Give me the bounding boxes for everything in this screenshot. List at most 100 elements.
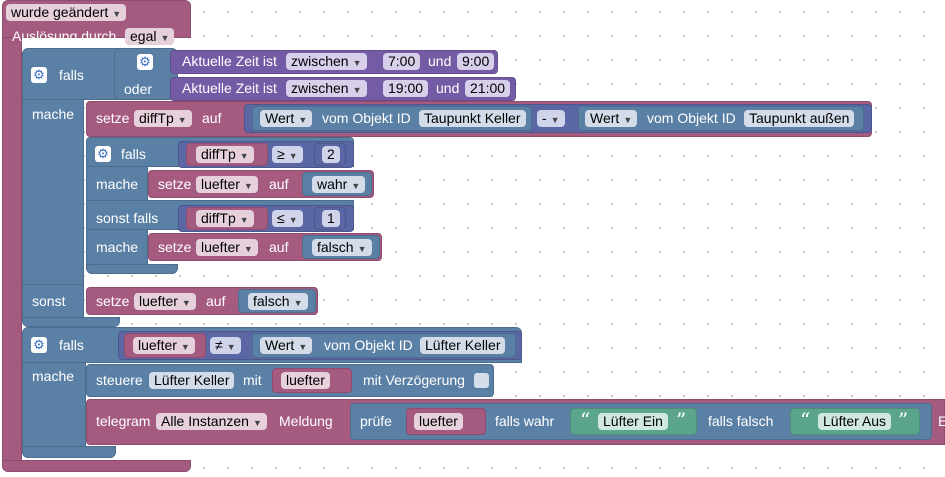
if2-var-dropdown[interactable]: luefter ▼	[133, 337, 195, 354]
set2-var-label: luefter	[201, 239, 240, 255]
if2-op-dropdown[interactable]: ≠ ▼	[210, 337, 241, 354]
else-value-label: falsch	[253, 293, 290, 309]
gear-icon[interactable]: ⚙	[31, 67, 47, 83]
wert1-dropdown[interactable]: Wert ▼	[260, 110, 313, 127]
telegram-var-field[interactable]: luefter	[414, 413, 463, 430]
or-label: oder	[124, 81, 153, 97]
set-difftp-auf-label: auf	[202, 110, 222, 126]
time2-to-input[interactable]: 21:00	[465, 80, 511, 97]
inner-sonst-falls-label: sonst falls	[96, 210, 159, 226]
set2-auf-label: auf	[269, 239, 289, 255]
trigger-block-left-bar	[2, 37, 22, 462]
chevron-down-icon: ▼	[352, 58, 362, 68]
chevron-down-icon: ▼	[298, 115, 308, 125]
chevron-down-icon: ▼	[623, 115, 633, 125]
operator-dropdown[interactable]: - ▼	[537, 110, 565, 127]
time1-from-input[interactable]: 7:00	[383, 53, 421, 70]
cond1-op-dropdown[interactable]: ≥ ▼	[272, 146, 303, 163]
time1-to-input[interactable]: 9:00	[457, 53, 495, 70]
cond1-var-dropdown[interactable]: diffTp ▼	[196, 146, 254, 163]
pruefe-label: prüfe	[360, 413, 392, 429]
if1-mache-label: mache	[32, 106, 75, 122]
meldung-label: Meldung	[279, 413, 333, 429]
falls-wahr-label: falls wahr	[495, 413, 555, 429]
difftp-var-dropdown[interactable]: diffTp ▼	[134, 110, 192, 127]
else-value-dropdown[interactable]: falsch ▼	[248, 293, 308, 310]
object-id-field-2[interactable]: Taupunkt außen	[744, 110, 855, 127]
cond2-var-dropdown[interactable]: diffTp ▼	[196, 210, 254, 227]
else-var-dropdown[interactable]: luefter ▼	[134, 293, 196, 310]
cond2-num-input[interactable]: 1	[322, 210, 340, 227]
cond2-op-dropdown[interactable]: ≤ ▼	[272, 210, 303, 227]
chevron-down-icon: ▼	[293, 298, 303, 308]
true-text-field[interactable]: Lüfter Ein	[598, 413, 668, 430]
chevron-down-icon: ▼	[298, 342, 308, 352]
if2-vom-objekt-label: vom Objekt ID	[324, 337, 413, 353]
cond2-op-label: ≤	[277, 210, 285, 226]
falls-falsch-label: falls falsch	[708, 413, 774, 429]
gear-icon[interactable]: ⚙	[137, 54, 153, 70]
set1-setze-label: setze	[158, 176, 192, 192]
inner-mache-label-2: mache	[96, 239, 139, 255]
time1-op-dropdown[interactable]: zwischen ▼	[286, 53, 367, 70]
false-text-field[interactable]: Lüfter Aus	[818, 413, 892, 430]
cond2-var-label: diffTp	[201, 210, 236, 226]
chevron-down-icon: ▼	[226, 342, 236, 352]
set2-value-dropdown[interactable]: falsch ▼	[312, 239, 372, 256]
chevron-down-icon: ▼	[288, 215, 298, 225]
control-var-field[interactable]: luefter	[281, 372, 330, 389]
telegram-label: telegram	[96, 413, 151, 429]
else-auf-label: auf	[206, 293, 226, 309]
delay-label: mit Verzögerung	[363, 372, 465, 388]
cond1-num-input[interactable]: 2	[322, 146, 340, 163]
vom-objekt-label-2: vom Objekt ID	[647, 110, 736, 126]
time1-op-label: zwischen	[291, 53, 349, 69]
if2-falls-label: falls	[59, 337, 84, 353]
gear-icon[interactable]: ⚙	[95, 146, 111, 162]
if-block-1-sonst-row	[22, 284, 84, 318]
set2-var-dropdown[interactable]: luefter ▼	[196, 239, 258, 256]
chevron-down-icon: ▼	[239, 215, 249, 225]
trigger-dropdown-label: egal	[130, 28, 157, 44]
time1-und-label: und	[428, 53, 452, 69]
control-object-field[interactable]: Lüfter Keller	[149, 372, 235, 389]
close-quote-icon: ”	[676, 408, 687, 432]
trigger-dropdown[interactable]: egal ▼	[125, 28, 175, 45]
wert2-dropdown[interactable]: Wert ▼	[585, 110, 638, 127]
delay-checkbox[interactable]	[474, 373, 489, 388]
telegram-instance-dropdown[interactable]: Alle Instanzen ▼	[156, 413, 267, 430]
vom-objekt-label-1: vom Objekt ID	[322, 110, 411, 126]
or-block[interactable]	[114, 48, 178, 100]
time2-und-label: und	[436, 80, 460, 96]
chevron-down-icon: ▼	[243, 244, 253, 254]
close-quote-icon: ”	[898, 408, 909, 432]
time2-from-input[interactable]: 19:00	[383, 80, 429, 97]
changed-dropdown-label: wurde geändert	[11, 4, 109, 20]
changed-dropdown[interactable]: wurde geändert ▼	[6, 4, 127, 21]
gear-icon[interactable]: ⚙	[31, 337, 47, 353]
inner-mache-label-1: mache	[96, 176, 139, 192]
chevron-down-icon: ▼	[177, 115, 187, 125]
set1-value-label: wahr	[317, 176, 348, 192]
if2-var-label: luefter	[138, 337, 177, 353]
if2-object-id-field[interactable]: Lüfter Keller	[420, 337, 506, 354]
chevron-down-icon: ▼	[351, 181, 361, 191]
cond1-op-label: ≥	[277, 146, 285, 162]
object-id-field-1[interactable]: Taupunkt Keller	[419, 110, 526, 127]
set1-var-dropdown[interactable]: luefter ▼	[196, 176, 258, 193]
if1-falls-label: falls	[59, 67, 84, 83]
wert1-label: Wert	[265, 110, 295, 126]
time2-op-dropdown[interactable]: zwischen ▼	[286, 80, 367, 97]
if1-sonst-label: sonst	[32, 293, 66, 309]
time2-op-label: zwischen	[291, 80, 349, 96]
cond1-var-label: diffTp	[201, 146, 236, 162]
open-quote-icon: “	[800, 408, 811, 432]
if2-wert-dropdown[interactable]: Wert ▼	[260, 337, 313, 354]
chevron-down-icon: ▼	[252, 418, 262, 428]
set1-value-dropdown[interactable]: wahr ▼	[312, 176, 366, 193]
set1-auf-label: auf	[269, 176, 289, 192]
else-var-label: luefter	[139, 293, 178, 309]
chevron-down-icon: ▼	[239, 151, 249, 161]
steuere-label: steuere	[96, 372, 143, 388]
chevron-down-icon: ▼	[550, 115, 560, 125]
